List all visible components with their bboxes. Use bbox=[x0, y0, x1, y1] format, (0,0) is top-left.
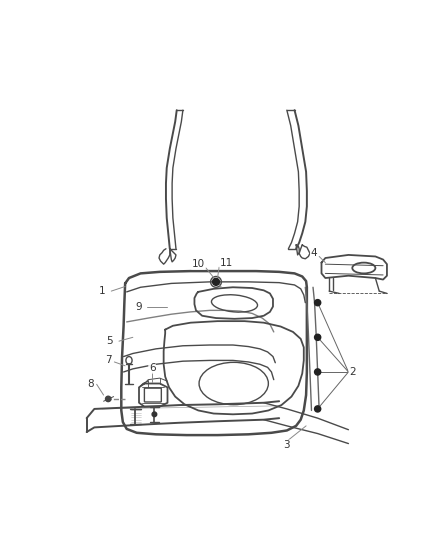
Text: 6: 6 bbox=[149, 363, 155, 373]
Text: 7: 7 bbox=[105, 356, 112, 366]
Text: 8: 8 bbox=[87, 378, 94, 389]
Circle shape bbox=[314, 369, 321, 375]
Circle shape bbox=[314, 334, 321, 341]
Circle shape bbox=[106, 396, 111, 401]
Text: 4: 4 bbox=[311, 248, 317, 257]
Circle shape bbox=[314, 406, 321, 412]
Circle shape bbox=[212, 278, 219, 285]
Circle shape bbox=[314, 300, 321, 306]
Text: 1: 1 bbox=[99, 286, 106, 296]
Text: 3: 3 bbox=[283, 440, 290, 450]
Circle shape bbox=[152, 412, 157, 417]
Text: 5: 5 bbox=[106, 336, 113, 346]
Text: 10: 10 bbox=[192, 259, 205, 269]
Text: 9: 9 bbox=[136, 302, 142, 311]
Text: 11: 11 bbox=[220, 257, 233, 268]
Text: 2: 2 bbox=[349, 367, 356, 377]
